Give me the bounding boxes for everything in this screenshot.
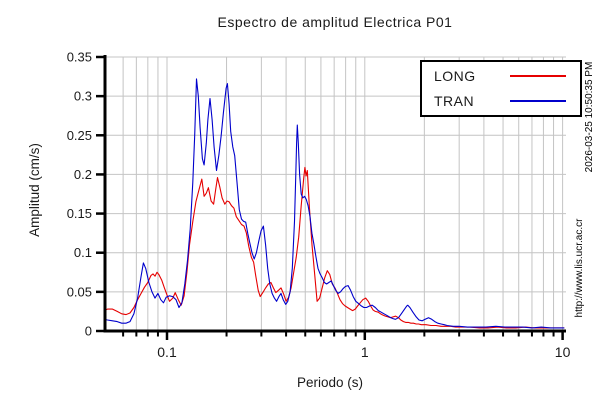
- x-tick-label: 0.1: [157, 344, 177, 360]
- y-tick-label: 0.35: [67, 50, 92, 65]
- series-line-long: [103, 166, 565, 329]
- legend-label-tran: TRAN: [434, 93, 475, 109]
- chart-title: Espectro de amplitud Electrica P01: [217, 14, 453, 30]
- y-tick-label: 0.2: [74, 167, 92, 182]
- y-tick-label: 0: [85, 324, 92, 339]
- legend: LONG TRAN: [420, 60, 582, 117]
- legend-item-tran: TRAN: [422, 90, 580, 112]
- legend-line-tran-sample: [510, 100, 566, 102]
- legend-label-long: LONG: [434, 68, 476, 84]
- y-tick-label: 0.1: [74, 245, 92, 260]
- legend-line-long-sample: [510, 75, 566, 77]
- timestamp-text: 2026-03-25 10:50:35 PM: [584, 61, 595, 173]
- x-tick-label: 10: [555, 344, 571, 360]
- source-url-text: http://www.lis.ucr.ac.cr: [574, 218, 585, 318]
- y-tick-label: 0.05: [67, 284, 92, 299]
- y-tick-label: 0.3: [74, 89, 92, 104]
- series-line-tran: [103, 78, 565, 329]
- x-tick-label: 1: [361, 344, 369, 360]
- x-axis-label: Periodo (s): [296, 375, 364, 390]
- legend-item-long: LONG: [422, 65, 580, 87]
- y-axis-label: Amplitud (cm/s): [27, 143, 42, 237]
- y-tick-label: 0.25: [67, 128, 92, 143]
- y-tick-label: 0.15: [67, 206, 92, 221]
